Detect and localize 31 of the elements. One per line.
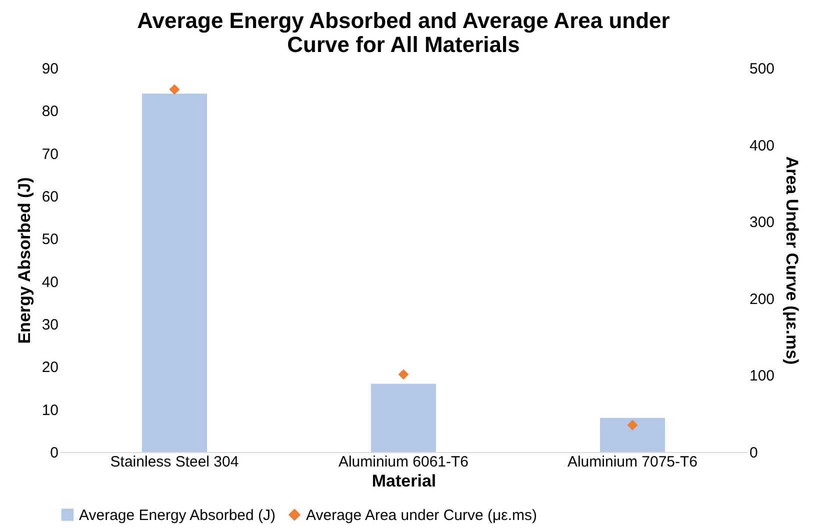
point	[627, 420, 638, 430]
point	[169, 84, 180, 95]
y2-tick-label: 300	[750, 214, 775, 232]
y2-tick-label: 100	[750, 368, 775, 385]
y-axis-title: Energy Absorbed (J)	[14, 177, 34, 344]
bar	[142, 94, 207, 452]
y-tick-label: 70	[42, 146, 58, 163]
x-tick-label: Aluminium 6061-T6	[338, 454, 469, 470]
y2-tick-label: 400	[750, 137, 775, 154]
x-tick-label: Aluminium 7075-T6	[567, 454, 698, 470]
x-tick-label: Stainless Steel 304	[110, 454, 239, 470]
y-tick-label: 20	[42, 359, 58, 376]
point	[398, 369, 409, 380]
y-tick-label: 90	[42, 60, 58, 78]
y2-tick-label: 500	[750, 60, 775, 78]
x-axis-title: Material	[372, 472, 436, 490]
y2-tick-label: 200	[750, 290, 775, 308]
legend-label: Average Energy Absorbed (J)	[79, 506, 276, 524]
bar	[600, 418, 665, 452]
y-tick-label: 0	[50, 444, 58, 462]
chart-title: Average Energy Absorbed and Average Area under Curve for All Materials	[137, 8, 670, 57]
y-tick-label: 50	[42, 231, 58, 248]
y-tick-label: 10	[42, 402, 58, 419]
legend-label: Average Area under Curve (με.ms)	[306, 506, 537, 524]
y-tick-label: 40	[42, 274, 58, 291]
y-tick-label: 60	[42, 188, 58, 206]
bar	[371, 384, 436, 452]
y2-axis-title: Area Under Curve (με.ms)	[782, 156, 802, 365]
y-tick-label: 80	[42, 103, 58, 120]
y-tick-label: 30	[42, 316, 58, 334]
y2-tick-label: 0	[750, 444, 758, 462]
